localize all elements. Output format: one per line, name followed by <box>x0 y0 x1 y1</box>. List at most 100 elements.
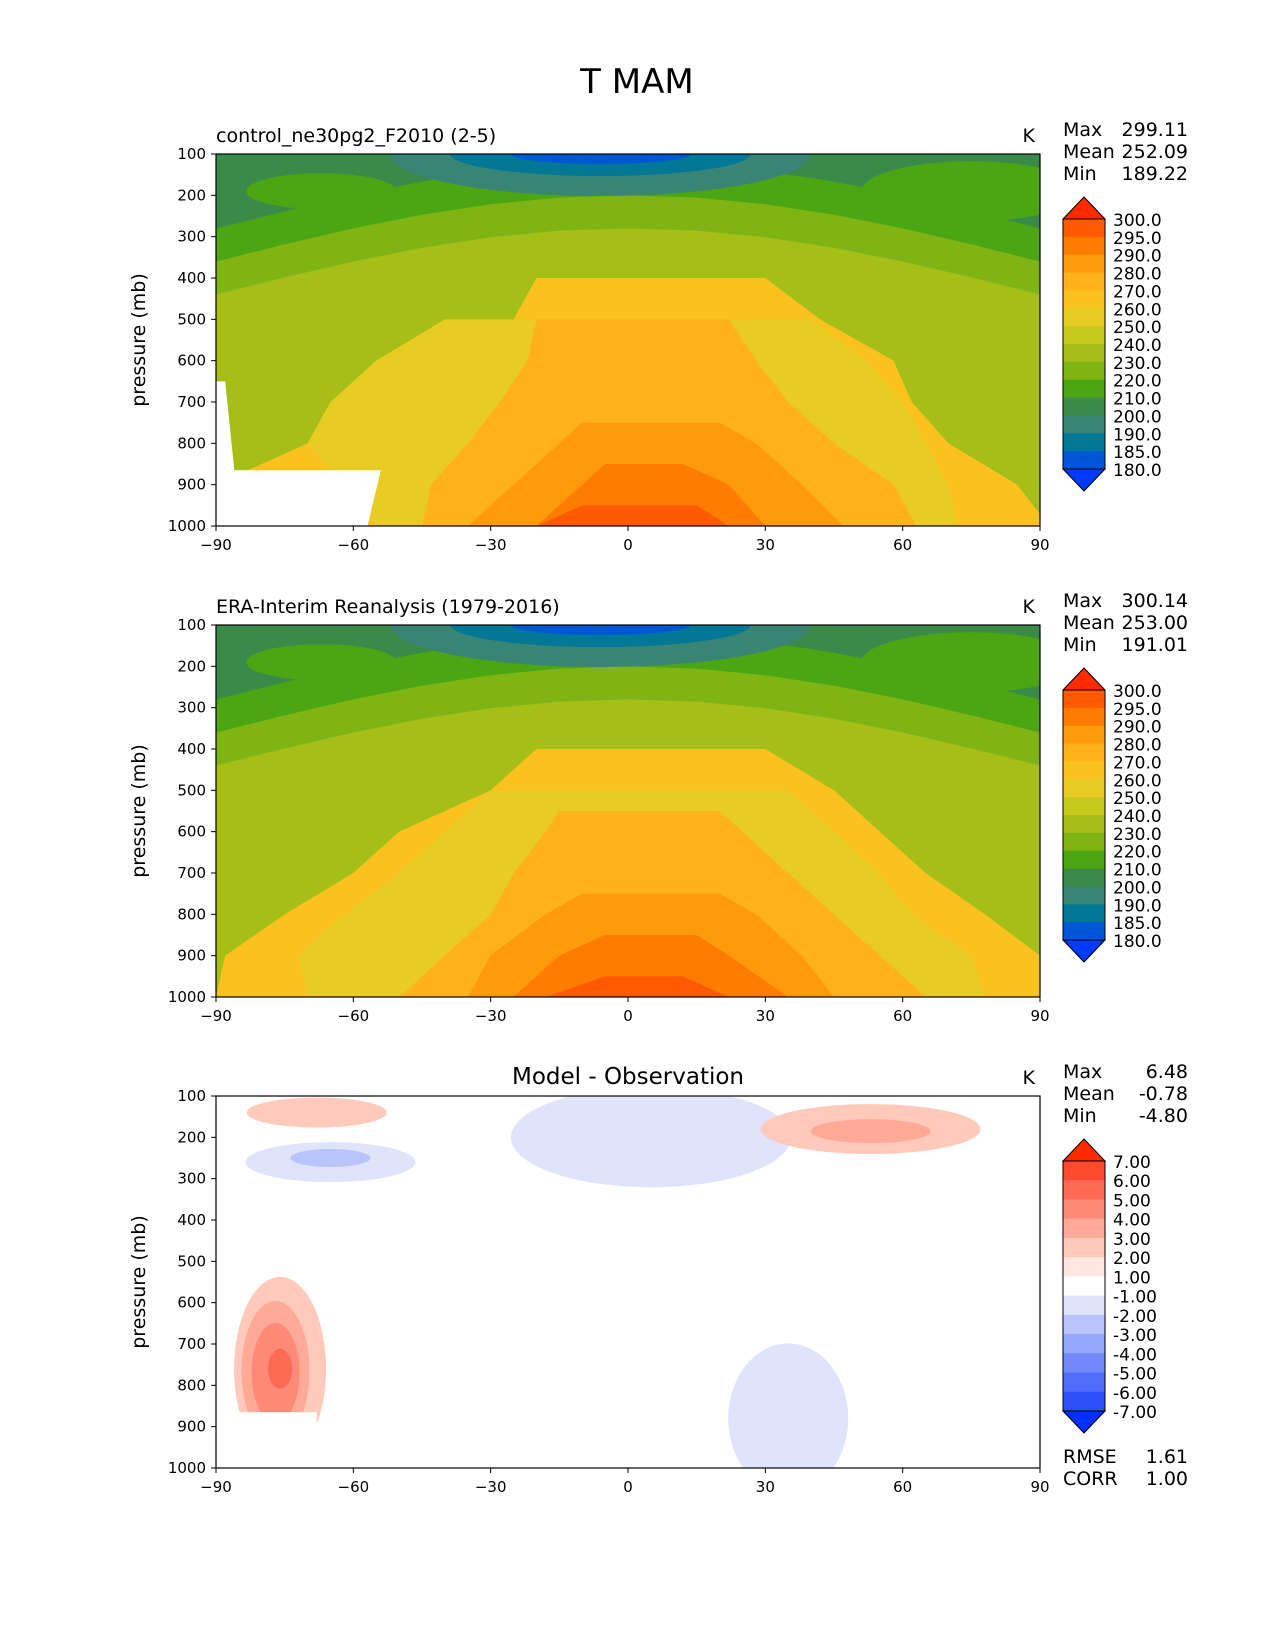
colorbar-tick-label: 270.0 <box>1113 282 1162 302</box>
y-tick-label: 200 <box>177 186 206 204</box>
colorbar-box <box>1063 922 1105 941</box>
colorbar-tick-label: 1.00 <box>1113 1268 1151 1288</box>
colorbar-box <box>1063 344 1105 363</box>
colorbar-tick-label: -3.00 <box>1113 1326 1157 1346</box>
colorbar-box <box>1063 850 1105 870</box>
stat-label: Mean <box>1063 1083 1115 1105</box>
colorbar-tick-label: 3.00 <box>1113 1230 1151 1250</box>
colorbar-extend-min <box>1061 1410 1107 1434</box>
colorbar-tick-label: 270.0 <box>1113 753 1162 773</box>
colorbar-tick-label: 230.0 <box>1113 354 1162 374</box>
y-axis-label: pressure (mb) <box>128 273 150 407</box>
missing-data-region <box>216 1412 317 1468</box>
stat-value: 253.00 <box>1122 612 1188 634</box>
colorbar-tick-label: 220.0 <box>1113 843 1162 863</box>
colorbar-box <box>1063 1161 1105 1181</box>
fill-patch <box>246 644 397 681</box>
fill-patch <box>510 154 691 164</box>
field-3 <box>216 1096 1040 1468</box>
y-tick-label: 500 <box>177 1252 206 1270</box>
colorbar-box <box>1063 290 1105 309</box>
colorbar-box <box>1063 868 1105 887</box>
figure-title: T MAM <box>579 62 694 102</box>
colorbar-tick-label: -2.00 <box>1113 1307 1157 1327</box>
x-tick-label: −30 <box>475 536 507 554</box>
colorbar-box <box>1063 1237 1105 1258</box>
x-tick-label: −90 <box>200 1007 232 1025</box>
colorbar-box <box>1063 1314 1105 1335</box>
colorbar-tick-label: 210.0 <box>1113 861 1162 881</box>
fill-band <box>216 154 1040 270</box>
stat-value: 6.48 <box>1146 1061 1188 1083</box>
colorbar-tick-label: 200.0 <box>1113 407 1162 427</box>
colorbar-box <box>1063 379 1105 399</box>
stat-label: Min <box>1063 163 1097 185</box>
y-tick-label: 800 <box>177 905 206 923</box>
y-tick-label: 1000 <box>168 517 206 535</box>
colorbar-tick-label: 190.0 <box>1113 425 1162 445</box>
stat-value: 1.61 <box>1146 1446 1188 1468</box>
colorbar-frame <box>1062 218 1106 470</box>
colorbar-tick-label: 290.0 <box>1113 247 1162 267</box>
panel-center-title: Model - Observation <box>512 1064 744 1090</box>
colorbar-tick-label: 6.00 <box>1113 1172 1151 1192</box>
colorbar-box <box>1063 415 1105 434</box>
colorbar-box <box>1063 725 1105 745</box>
stat-label: Mean <box>1063 141 1115 163</box>
colorbar-tick-label: 200.0 <box>1113 878 1162 898</box>
stat-label: Max <box>1063 119 1102 141</box>
stat-value: 189.22 <box>1122 163 1188 185</box>
colorbar-box <box>1063 451 1105 470</box>
y-tick-label: 700 <box>177 1335 206 1353</box>
x-tick-label: 30 <box>756 536 775 554</box>
y-tick-label: 800 <box>177 434 206 452</box>
colorbar-box <box>1063 1391 1105 1412</box>
colorbar-tick-label: 290.0 <box>1113 718 1162 738</box>
colorbar-box <box>1063 779 1105 798</box>
colorbar-tick-label: 220.0 <box>1113 372 1162 392</box>
units-label: K <box>1023 125 1036 147</box>
y-tick-label: 400 <box>177 1211 206 1229</box>
stat-label: RMSE <box>1063 1446 1117 1468</box>
y-tick-label: 300 <box>177 228 206 246</box>
stat-value: -0.78 <box>1139 1083 1188 1105</box>
colorbar-box <box>1063 743 1105 762</box>
colorbar-frame <box>1062 1160 1106 1412</box>
fill-patch <box>861 161 1040 222</box>
fill-patch <box>810 1119 931 1144</box>
colorbar-box <box>1063 815 1105 834</box>
y-tick-label: 400 <box>177 740 206 758</box>
colorbar-box <box>1063 1372 1105 1393</box>
colorbar-box <box>1063 397 1105 416</box>
colorbar-tick-label: -1.00 <box>1113 1288 1157 1308</box>
colorbar-box <box>1063 326 1105 345</box>
colorbar-tick-label: 250.0 <box>1113 789 1162 809</box>
y-tick-label: 800 <box>177 1376 206 1394</box>
y-tick-label: 600 <box>177 823 206 841</box>
colorbar-tick-label: 230.0 <box>1113 825 1162 845</box>
units-label: K <box>1023 596 1036 618</box>
y-tick-label: 1000 <box>168 1459 206 1477</box>
colorbar-tick-label: 260.0 <box>1113 300 1162 320</box>
x-tick-label: 30 <box>756 1007 775 1025</box>
fill-patch <box>290 1149 371 1167</box>
stat-label: Mean <box>1063 612 1115 634</box>
colorbar-tick-label: 5.00 <box>1113 1191 1151 1211</box>
fill-patch <box>728 1343 849 1468</box>
x-tick-label: 60 <box>893 536 912 554</box>
units-label: K <box>1023 1067 1036 1089</box>
x-tick-label: 90 <box>1030 536 1049 554</box>
colorbar-tick-label: 240.0 <box>1113 807 1162 827</box>
colorbar-tick-label: 190.0 <box>1113 896 1162 916</box>
x-tick-label: −60 <box>338 536 370 554</box>
colorbar-tick-label: 250.0 <box>1113 318 1162 338</box>
colorbar: 300.0295.0290.0280.0270.0260.0250.0240.0… <box>1061 196 1162 492</box>
missing-data-region <box>216 381 381 526</box>
colorbar-tick-label: 260.0 <box>1113 771 1162 791</box>
x-tick-label: 90 <box>1030 1007 1049 1025</box>
colorbar-tick-label: 2.00 <box>1113 1249 1151 1269</box>
colorbar-box <box>1063 272 1105 291</box>
colorbar-tick-label: 185.0 <box>1113 914 1162 934</box>
